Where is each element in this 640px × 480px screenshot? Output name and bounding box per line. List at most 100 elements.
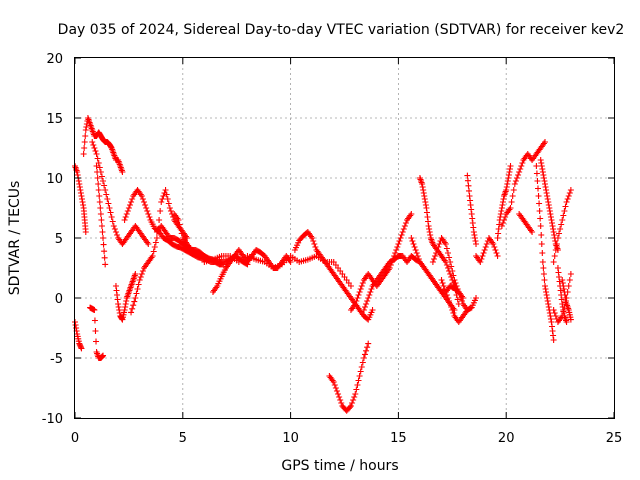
data-point xyxy=(162,187,169,193)
data-point xyxy=(107,209,114,216)
data-point xyxy=(450,272,457,279)
data-point xyxy=(145,211,152,217)
series-t3 xyxy=(80,115,126,175)
series-t11 xyxy=(171,211,208,259)
data-point xyxy=(357,368,364,375)
data-point xyxy=(81,145,88,151)
data-point xyxy=(435,244,442,250)
data-point xyxy=(353,386,360,393)
data-point xyxy=(135,281,142,288)
series-t16 xyxy=(347,211,415,313)
data-point xyxy=(398,232,405,238)
data-point xyxy=(332,385,339,391)
data-point xyxy=(91,317,98,324)
data-point xyxy=(402,220,409,226)
series-t12 xyxy=(209,247,294,295)
data-point xyxy=(361,351,368,358)
data-point xyxy=(89,139,96,145)
data-point xyxy=(413,250,420,256)
data-point xyxy=(364,344,371,351)
data-point xyxy=(515,172,522,178)
data-point xyxy=(125,205,132,211)
data-point xyxy=(464,177,471,184)
data-point xyxy=(453,283,460,289)
y-tick-labels: -10 -5 0 5 10 15 20 xyxy=(42,52,63,427)
data-point xyxy=(567,187,574,193)
data-point xyxy=(102,261,109,268)
data-point xyxy=(355,377,362,384)
data-point xyxy=(430,256,437,262)
data-point xyxy=(498,223,505,229)
data-point xyxy=(94,155,101,162)
data-point xyxy=(105,200,112,207)
data-point xyxy=(352,391,359,397)
data-points xyxy=(72,115,574,414)
series-t5 xyxy=(93,163,109,268)
data-point xyxy=(129,196,136,202)
data-point xyxy=(392,250,399,256)
data-point xyxy=(566,277,573,283)
data-point xyxy=(353,298,360,304)
data-point xyxy=(367,289,374,295)
data-point xyxy=(433,250,440,256)
data-point xyxy=(364,298,371,304)
data-point xyxy=(444,295,451,301)
y-axis-label: SDTVAR / TECUs xyxy=(7,181,23,296)
data-point xyxy=(446,298,453,304)
data-point xyxy=(354,295,361,301)
data-point xyxy=(140,199,147,205)
data-point xyxy=(412,247,419,253)
data-point xyxy=(480,250,487,256)
data-point xyxy=(494,253,501,259)
data-point xyxy=(410,241,417,247)
data-point xyxy=(98,173,105,180)
data-point xyxy=(508,199,515,205)
y-tick-label--10: -10 xyxy=(42,412,63,427)
data-point xyxy=(144,208,151,214)
data-point xyxy=(101,182,108,189)
data-point xyxy=(92,328,99,334)
data-point xyxy=(93,151,100,157)
data-point xyxy=(442,241,449,247)
data-point xyxy=(397,235,404,241)
data-point xyxy=(143,205,150,211)
data-point xyxy=(146,214,153,220)
data-point xyxy=(440,283,447,289)
data-point xyxy=(409,238,416,244)
data-point xyxy=(559,217,566,223)
data-point xyxy=(98,217,105,223)
data-point xyxy=(124,208,131,214)
data-point xyxy=(309,235,316,241)
data-point xyxy=(359,359,366,366)
data-point xyxy=(536,208,543,214)
data-point xyxy=(97,211,104,217)
data-point xyxy=(408,211,415,217)
y-tick-label-0: 0 xyxy=(55,292,63,307)
data-point xyxy=(160,193,167,199)
data-point xyxy=(540,265,547,271)
data-point xyxy=(483,241,490,247)
plot-frame xyxy=(74,57,615,419)
data-point xyxy=(137,274,144,280)
data-point xyxy=(542,139,549,145)
data-point xyxy=(539,259,546,265)
data-point xyxy=(109,218,116,225)
data-point xyxy=(466,187,473,194)
series-t20 xyxy=(429,235,480,313)
data-point xyxy=(516,169,523,175)
data-point xyxy=(450,310,457,316)
data-point xyxy=(561,208,568,214)
data-point xyxy=(519,160,526,166)
series-t2 xyxy=(72,319,85,352)
data-point xyxy=(310,238,317,244)
data-point xyxy=(82,229,89,235)
data-point xyxy=(347,283,354,289)
data-point xyxy=(456,292,463,298)
data-point xyxy=(95,181,102,187)
data-point xyxy=(446,254,453,261)
data-point xyxy=(541,277,548,283)
x-tick-label-25: 25 xyxy=(606,431,623,446)
data-point xyxy=(567,316,574,323)
data-point xyxy=(312,244,319,250)
data-point xyxy=(108,214,115,220)
